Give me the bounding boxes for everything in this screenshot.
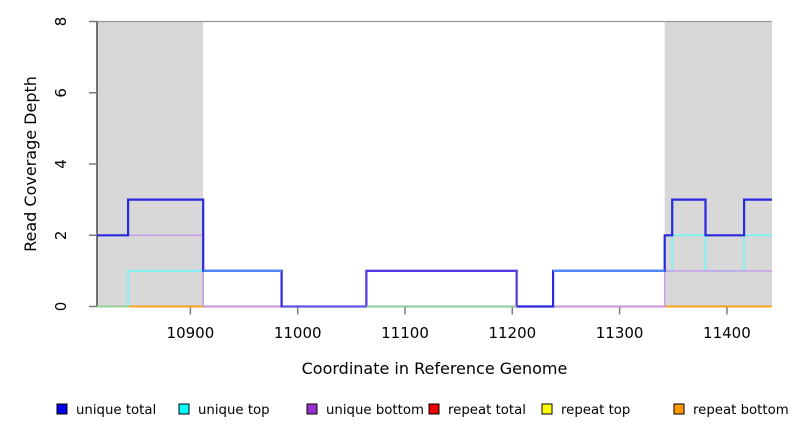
legend-label-repeat-total: repeat total bbox=[448, 403, 526, 418]
y-tick-label: 8 bbox=[52, 17, 70, 27]
legend-swatch-repeat-bottom bbox=[673, 403, 685, 415]
repeat-region-right bbox=[664, 21, 772, 307]
y-tick-label: 0 bbox=[52, 302, 70, 312]
repeat-region-left bbox=[97, 21, 204, 307]
legend-label-repeat-bottom: repeat bottom bbox=[693, 403, 789, 418]
y-tick-label: 2 bbox=[52, 231, 70, 241]
legend-item-unique-bottom: unique bottom bbox=[306, 403, 424, 418]
legend-swatch-repeat-total bbox=[428, 403, 440, 415]
x-tick-label: 11100 bbox=[381, 324, 429, 342]
legend-item-repeat-top: repeat top bbox=[541, 403, 630, 418]
x-tick-label: 11000 bbox=[274, 324, 322, 342]
legend-swatch-unique-top bbox=[178, 403, 190, 415]
series-unique-total bbox=[97, 198, 772, 308]
x-tick-label: 11300 bbox=[596, 324, 644, 342]
legend-item-repeat-bottom: repeat bottom bbox=[673, 403, 789, 418]
total-bottom-blend-box bbox=[365, 269, 518, 307]
legend-label-unique-top: unique top bbox=[198, 403, 270, 418]
x-tick-label: 11400 bbox=[703, 324, 751, 342]
legend-item-unique-top: unique top bbox=[178, 403, 270, 418]
legend-label-unique-total: unique total bbox=[76, 403, 156, 418]
legend-label-unique-bottom: unique bottom bbox=[326, 403, 424, 418]
legend-swatch-repeat-top bbox=[541, 403, 553, 415]
legend-swatch-unique-bottom bbox=[306, 403, 318, 415]
legend-swatch-unique-total bbox=[56, 403, 68, 415]
legend-item-unique-total: unique total bbox=[56, 403, 156, 418]
y-tick-label: 6 bbox=[52, 88, 70, 98]
legend-item-repeat-total: repeat total bbox=[428, 403, 526, 418]
legend-label-repeat-top: repeat top bbox=[561, 403, 630, 418]
y-axis-label: Read Coverage Depth bbox=[21, 76, 40, 252]
x-axis-label: Coordinate in Reference Genome bbox=[302, 359, 568, 378]
y-tick-label: 4 bbox=[52, 159, 70, 169]
x-tick-label: 10900 bbox=[167, 324, 215, 342]
x-tick-label: 11200 bbox=[488, 324, 536, 342]
